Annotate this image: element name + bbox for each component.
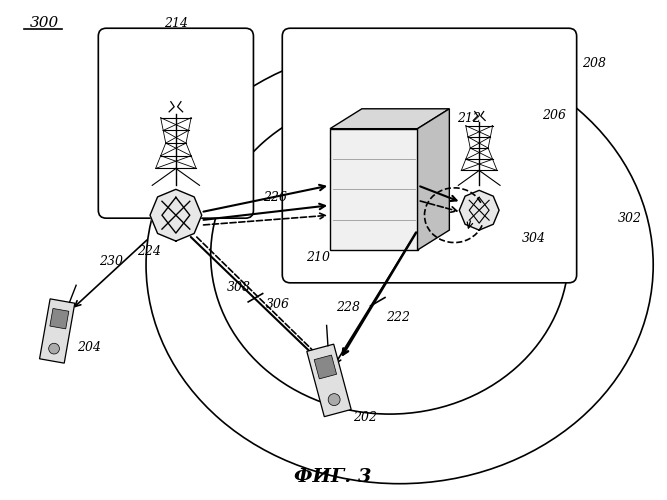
Text: ФИГ. 3: ФИГ. 3	[294, 468, 372, 485]
Polygon shape	[314, 355, 337, 379]
Polygon shape	[330, 109, 450, 128]
Circle shape	[328, 394, 340, 406]
Text: 210: 210	[306, 252, 330, 264]
Text: 206: 206	[542, 110, 566, 122]
Text: 300: 300	[30, 16, 59, 30]
Polygon shape	[39, 299, 75, 363]
Text: 228: 228	[336, 301, 360, 314]
Text: 202: 202	[353, 410, 377, 424]
Text: 224: 224	[137, 246, 161, 258]
Polygon shape	[418, 109, 450, 250]
Text: 204: 204	[77, 341, 101, 354]
Text: 232: 232	[408, 226, 432, 238]
Polygon shape	[330, 128, 418, 250]
Text: 212: 212	[458, 112, 482, 125]
FancyBboxPatch shape	[98, 28, 253, 218]
FancyBboxPatch shape	[282, 28, 577, 283]
Polygon shape	[50, 308, 69, 329]
Polygon shape	[307, 344, 352, 416]
Polygon shape	[460, 190, 499, 230]
Text: 208: 208	[582, 56, 606, 70]
Polygon shape	[150, 190, 201, 241]
Text: 226: 226	[263, 191, 287, 204]
Text: 306: 306	[266, 298, 290, 311]
Text: 304: 304	[522, 232, 546, 244]
Text: 308: 308	[227, 282, 251, 294]
Text: 302: 302	[618, 212, 642, 224]
Text: 222: 222	[386, 311, 410, 324]
Text: 214: 214	[164, 17, 188, 30]
Circle shape	[49, 344, 59, 354]
Text: 230: 230	[99, 256, 123, 268]
